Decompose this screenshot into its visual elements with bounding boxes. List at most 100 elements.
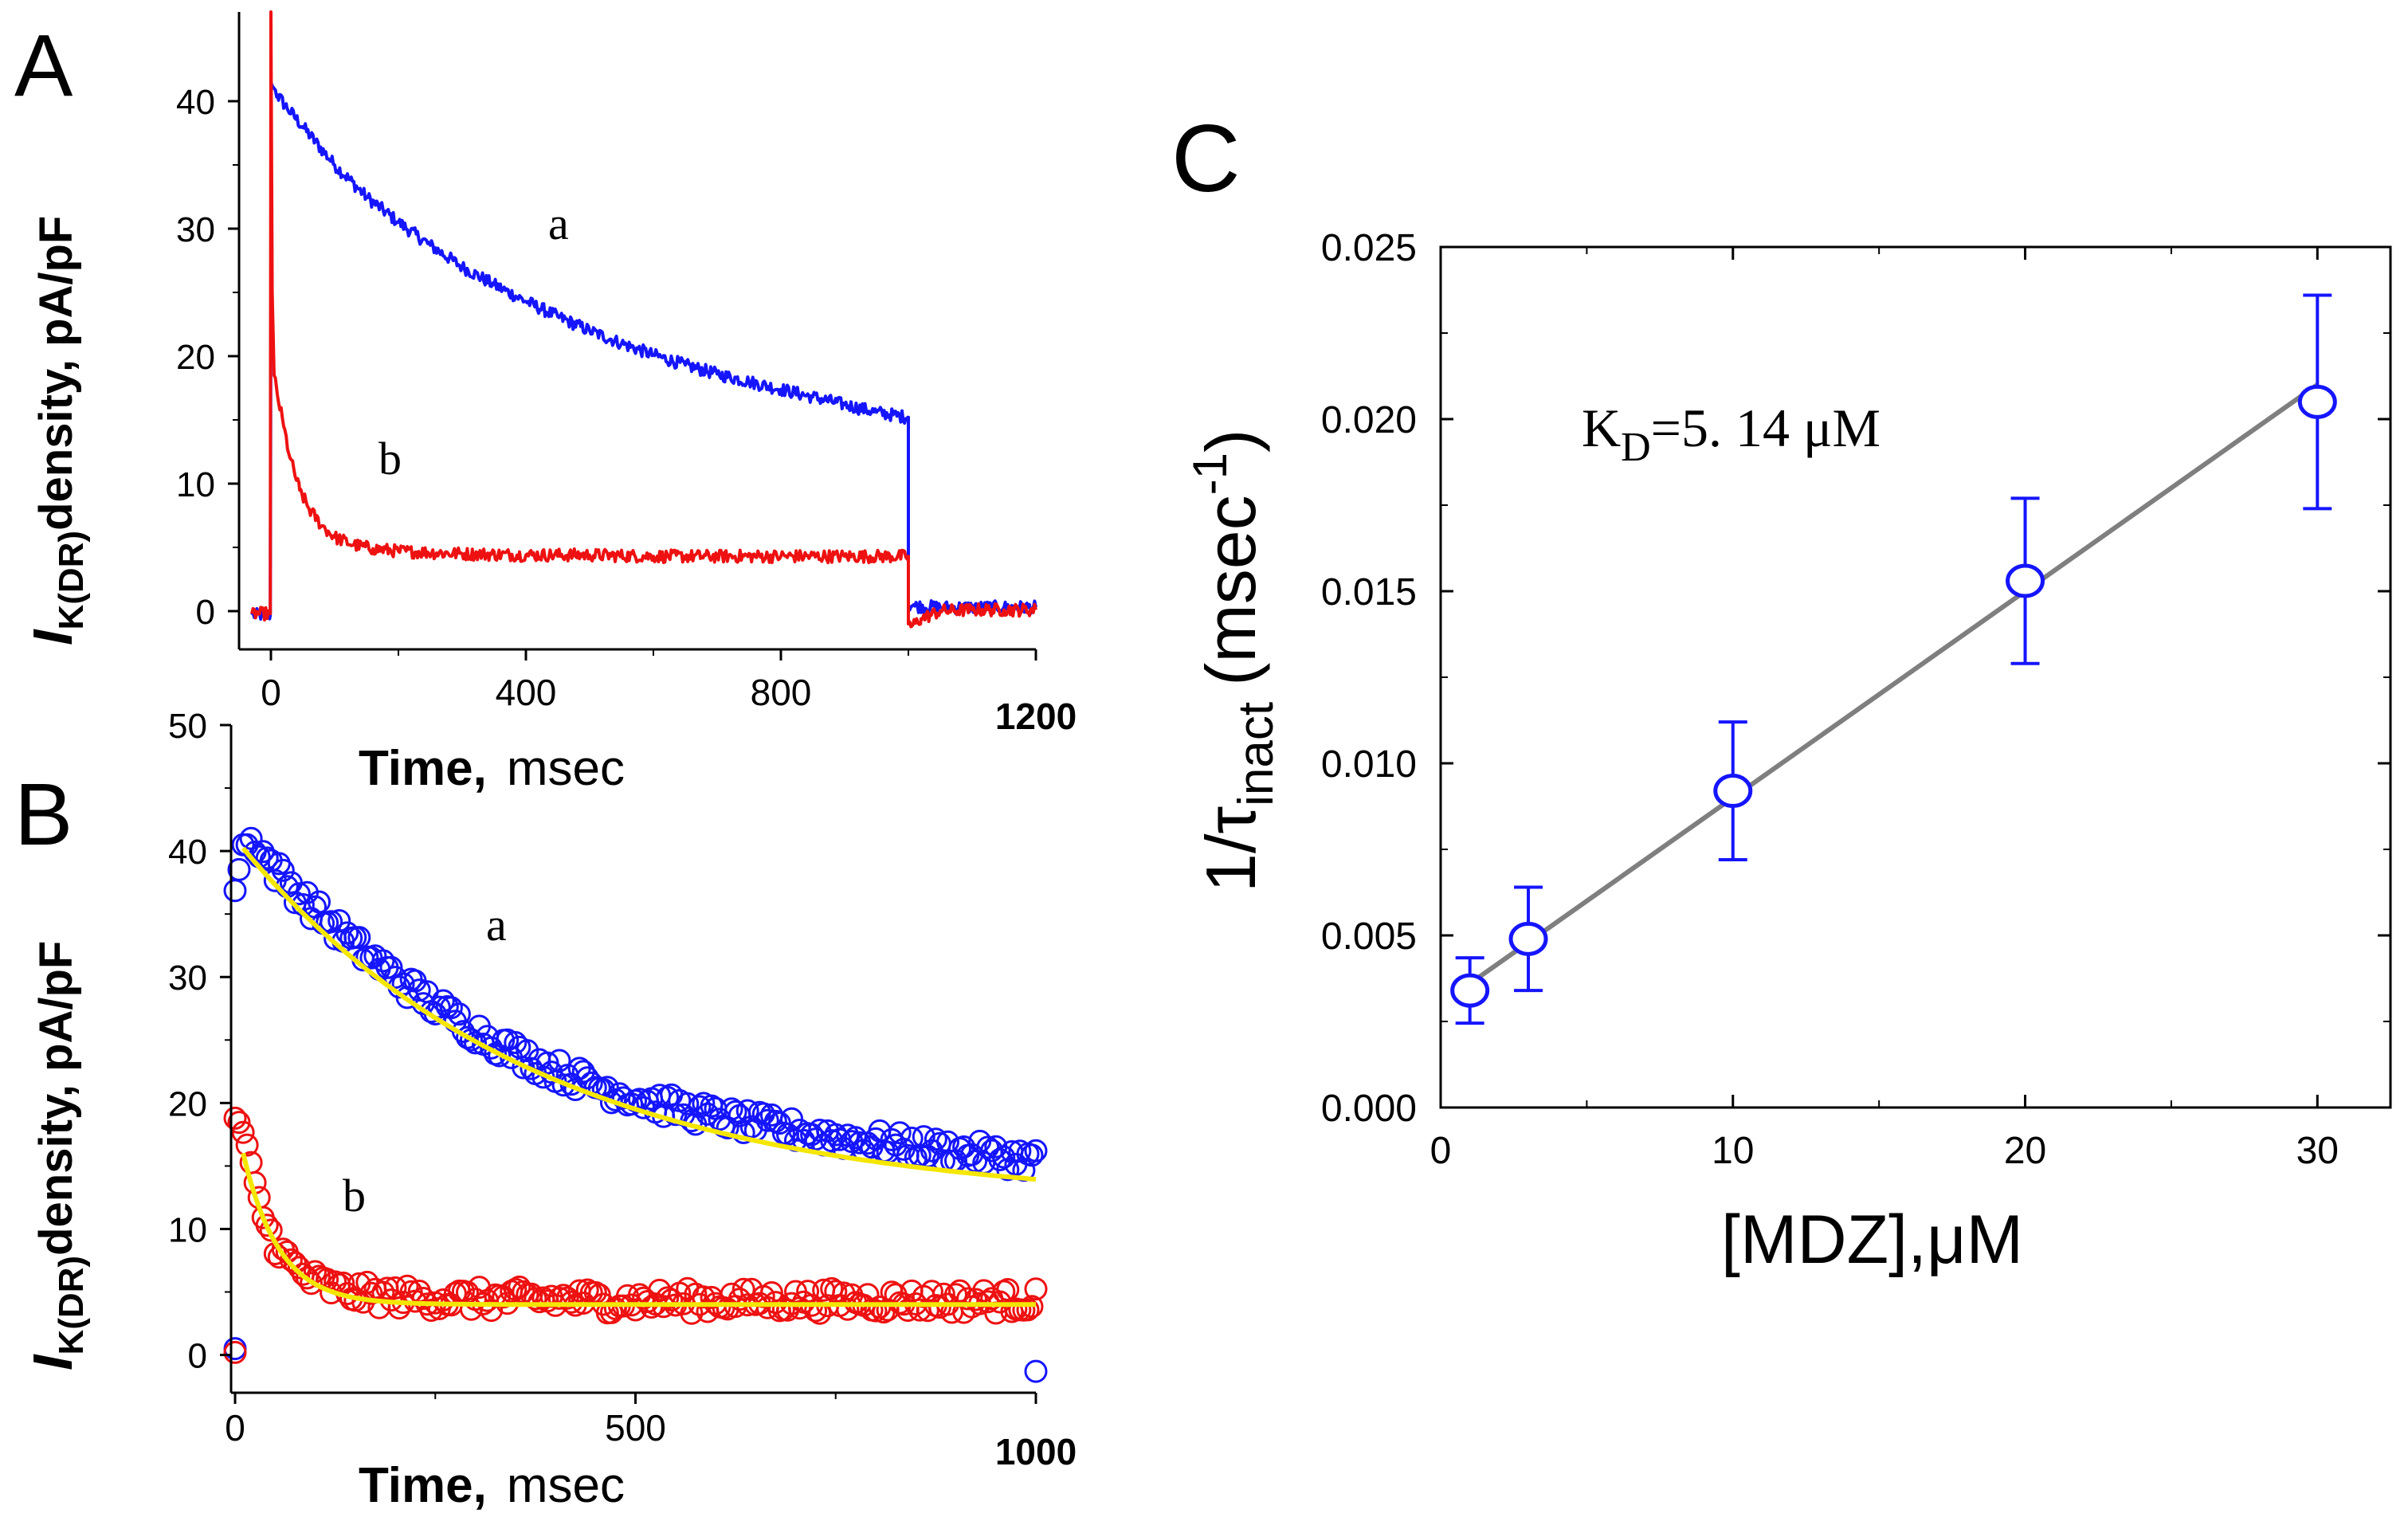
- panel-b-point-a: [223, 879, 247, 903]
- panel-c-plot-area: [1450, 293, 2337, 1025]
- panel-a-plot-area: [250, 10, 1037, 629]
- panel-c-marker: [1508, 921, 1548, 956]
- panel-b-label-b: b: [343, 1170, 366, 1221]
- panel-a-y-tick-label: 0: [196, 593, 215, 632]
- panel-b-point-b: [864, 1299, 888, 1323]
- panel-b-point-a: [320, 910, 343, 934]
- panel-c-y-sub: inact: [1229, 702, 1284, 806]
- panel-b-x-tick-label: 500: [605, 1407, 666, 1449]
- panel-b-y-title-sub: K(DR): [52, 1256, 91, 1355]
- panel-c-y-close: ): [1191, 429, 1270, 453]
- panel-c-y-prefix: 1/τ: [1191, 806, 1270, 892]
- panel-b-point-a: [308, 890, 331, 914]
- panel-a-trace-a: [250, 80, 1037, 621]
- panel-b-plot-area: [223, 826, 1048, 1383]
- panel-c-marker: [1713, 774, 1753, 809]
- panel-c-kd-annotation: KD=5. 14 μM: [1582, 398, 1881, 470]
- panel-c-y-unit: (msec: [1191, 495, 1270, 686]
- panel-b-point-b: [796, 1280, 820, 1304]
- panel-b-point-a: [688, 1095, 712, 1119]
- panel-b-point-a: [676, 1092, 700, 1115]
- panel-a-letter: A: [14, 17, 73, 115]
- panel-c-kd-value: =5. 14 μM: [1651, 398, 1881, 458]
- panel-b-point-b: [824, 1280, 848, 1304]
- panel-c-data-point: [2006, 496, 2045, 665]
- panel-b-y-tick-label: 20: [168, 1084, 207, 1123]
- panel-c-x-tick-label: 10: [1712, 1130, 1754, 1172]
- panel-b-point-a: [504, 1031, 527, 1054]
- panel-b-outlier-b: [223, 1340, 247, 1364]
- panel-b-point-b: [996, 1278, 1020, 1301]
- panel-c-y-tick-label: 0.020: [1321, 399, 1417, 441]
- panel-c-marker: [2006, 563, 2045, 598]
- panel-b-y-tick-label: 30: [168, 959, 207, 998]
- panel-a-x-unit: msec: [507, 741, 625, 796]
- panel-c-kd-sub: D: [1621, 425, 1651, 470]
- panel-a-label-a: a: [548, 198, 569, 249]
- panel-b-point-a: [407, 978, 431, 1002]
- panel-c-fit-line: [1468, 382, 2320, 986]
- panel-c-axes: 0 10 20 30 0.000 0.005 0.010 0.015 0.020 0.025: [1321, 227, 2392, 1172]
- panel-a-y-tick-label: 10: [176, 465, 215, 504]
- panel-a-y-title-i: I: [22, 629, 84, 645]
- panel-b-y-tick-label: 0: [188, 1337, 207, 1376]
- panel-b-point-a: [724, 1100, 747, 1123]
- panel-b-point-a: [720, 1097, 743, 1121]
- panel-c-x-tick-label: 20: [2004, 1130, 2046, 1172]
- panel-b-point-a: [460, 1028, 483, 1052]
- panel-c-data-point: [2297, 293, 2337, 511]
- panel-a-x-tick-label: 1200: [995, 696, 1077, 737]
- panel-b-y-title-i: I: [22, 1354, 84, 1370]
- panel-b-fit-b: [241, 1152, 1036, 1307]
- panel-b-point-b: [279, 1248, 303, 1272]
- panel-b-point-b: [836, 1297, 860, 1321]
- panel-b-x-tick-label: 0: [225, 1407, 245, 1449]
- panel-b-point-b: [1024, 1277, 1048, 1301]
- panel-b-point-a: [735, 1099, 759, 1123]
- panel-a-y-tick-label: 40: [176, 83, 215, 122]
- panel-b-point-b: [235, 1133, 259, 1157]
- panel-b-point-b: [300, 1272, 323, 1296]
- panel-b-point-b: [255, 1213, 279, 1237]
- panel-b-point-a: [464, 1031, 487, 1055]
- panel-c-y-tick-label: 0.005: [1321, 915, 1417, 958]
- panel-c-y-axis-title: 1/τinact (msec-1): [1183, 429, 1284, 892]
- panel-c-marker: [2297, 384, 2337, 419]
- panel-c-kd-k: K: [1582, 398, 1621, 458]
- panel-a-x-tick-label: 0: [261, 672, 281, 713]
- panel-b-label-a: a: [486, 899, 507, 951]
- panel-b-x-title-text: Time,: [359, 1458, 487, 1513]
- panel-b-y-title-rest: density, pA/pF: [30, 941, 82, 1256]
- panel-b-point-a: [755, 1108, 779, 1132]
- panel-b-point-a: [227, 857, 251, 881]
- panel-b-letter: B: [14, 766, 73, 864]
- panel-b-x-unit: msec: [507, 1458, 625, 1513]
- panel-c-x-tick-label: 0: [1430, 1130, 1452, 1172]
- panel-a-x-tick-label: 800: [751, 672, 812, 713]
- panel-b-y-tick-label: 50: [168, 707, 207, 746]
- panel-b-point-a: [439, 996, 463, 1020]
- panel-b-point-b: [508, 1275, 531, 1299]
- panel-b-point-b: [524, 1287, 547, 1311]
- panel-b-axes: 0 500 1000 0 10 20 30 40 50: [168, 707, 1077, 1472]
- panel-c-y-tick-label: 0.025: [1321, 227, 1417, 269]
- panel-c-y-sup: -1: [1183, 453, 1237, 495]
- panel-b-point-b: [359, 1281, 383, 1305]
- panel-b-point-b: [731, 1277, 755, 1301]
- panel-a-trace-b: [250, 10, 1037, 629]
- panel-b-point-b: [480, 1299, 504, 1323]
- panel-b-point-a: [431, 989, 455, 1013]
- panel-b-point-b: [1016, 1298, 1040, 1322]
- panel-b-point-a: [427, 995, 451, 1019]
- panel-b-point-a: [780, 1107, 803, 1131]
- panel-c-y-tick-label: 0.010: [1321, 743, 1417, 786]
- panel-c-data-point: [1508, 885, 1548, 993]
- panel-b-point-b: [223, 1106, 247, 1130]
- panel-c-x-unit: μM: [1927, 1202, 2023, 1278]
- panel-a-y-axis-title: IK(DR)density, pA/pF: [22, 216, 91, 645]
- panel-c-letter: C: [1171, 105, 1241, 212]
- panel-c-x-tick-label: 30: [2296, 1130, 2339, 1172]
- panel-b-point-b: [231, 1120, 255, 1144]
- panel-c-marker: [1450, 973, 1490, 1008]
- panel-b-point-a: [287, 882, 311, 906]
